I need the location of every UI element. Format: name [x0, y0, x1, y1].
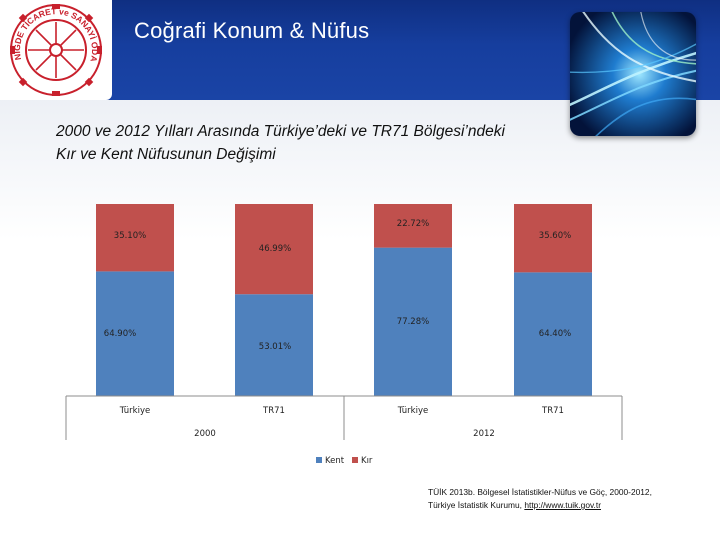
data-label-kent-4: 64.40%: [539, 329, 571, 339]
chart-subtitle: 2000 ve 2012 Yılları Arasında Türkiye’de…: [56, 120, 576, 166]
legend-label-kir: Kır: [361, 456, 373, 466]
bar-kent-1: [96, 271, 174, 396]
data-label-kir-4: 35.60%: [539, 231, 571, 241]
bar-kir-4: [514, 204, 592, 273]
data-label-kent-3: 77.28%: [397, 317, 429, 327]
bar-kir-1: [96, 204, 174, 272]
bar-kent-2: [235, 294, 313, 396]
x-tick-label-1: Türkiye: [119, 406, 150, 416]
data-label-kent-1: 64.90%: [104, 329, 136, 339]
legend-label-kent: Kent: [325, 456, 345, 466]
group-label-2000: 2000: [194, 429, 216, 439]
x-tick-label-4: TR71: [541, 406, 564, 416]
data-label-kent-2: 53.01%: [259, 342, 291, 352]
page-title: Coğrafi Konum & Nüfus: [134, 18, 370, 43]
x-tick-label-3: Türkiye: [397, 406, 428, 416]
data-label-kir-3: 22.72%: [397, 219, 429, 229]
subtitle-line-1: 2000 ve 2012 Yılları Arasında Türkiye’de…: [56, 123, 505, 140]
bar-kir-3: [374, 204, 452, 248]
bar-kent-3: [374, 247, 452, 396]
subtitle-line-2: Kır ve Kent Nüfusunun Değişimi: [56, 146, 276, 163]
legend-swatch-kir: [352, 457, 358, 463]
source-line-2-text: Türkiye İstatistik Kurumu,: [428, 500, 523, 510]
data-label-kir-1: 35.10%: [114, 231, 146, 241]
chamber-logo: NİĞDE TİCARET ve SANAYİ ODASI: [0, 0, 112, 100]
fiber-optic-image: [570, 12, 696, 136]
data-label-kir-2: 46.99%: [259, 244, 291, 254]
source-link[interactable]: http://www.tuik.gov.tr: [524, 500, 601, 510]
source-note: TÜİK 2013b. Bölgesel İstatistikler-Nüfus…: [428, 486, 652, 512]
source-line-2: Türkiye İstatistik Kurumu, http://www.tu…: [428, 499, 652, 512]
source-line-1: TÜİK 2013b. Bölgesel İstatistikler-Nüfus…: [428, 487, 652, 497]
bar-kir-2: [235, 204, 313, 295]
group-label-2012: 2012: [473, 429, 495, 439]
bar-kent-4: [514, 272, 592, 396]
x-tick-label-2: TR71: [262, 406, 285, 416]
legend-swatch-kent: [316, 457, 322, 463]
